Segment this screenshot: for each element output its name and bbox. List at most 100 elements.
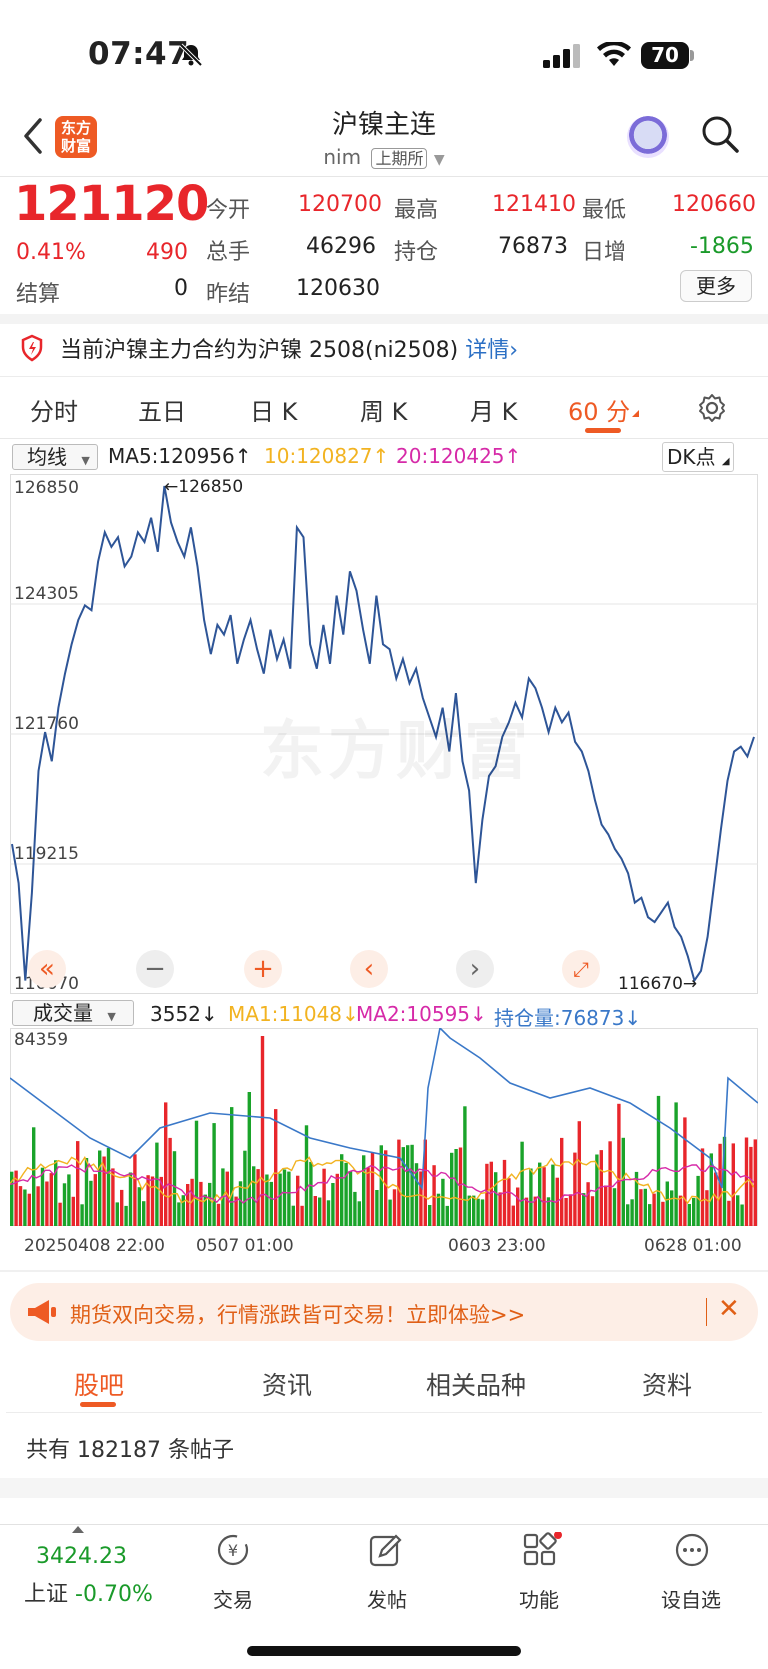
volume-bar: [340, 1154, 344, 1226]
megaphone-icon: [28, 1300, 56, 1324]
tab-intraday[interactable]: 分时: [30, 398, 78, 426]
volume-ma2-line: [10, 1162, 755, 1204]
indicator-select[interactable]: 均线 ▼: [12, 444, 98, 470]
volume-bar: [76, 1141, 80, 1226]
volume-bar: [670, 1190, 674, 1226]
low-label: 最低: [582, 198, 627, 223]
volume-bar: [406, 1145, 410, 1226]
volume-chart[interactable]: [10, 1028, 758, 1226]
volume-bar: [335, 1173, 339, 1226]
nav-add-watchlist[interactable]: 设自选: [661, 1588, 721, 1612]
nav-trade[interactable]: 交易: [213, 1588, 253, 1612]
volume-bar: [608, 1141, 612, 1226]
tab-news[interactable]: 资讯: [262, 1371, 313, 1400]
tab-60-min[interactable]: 60 分: [568, 398, 631, 426]
tab-monthly-k[interactable]: 月 K: [470, 398, 518, 426]
scroll-start-button[interactable]: «: [28, 950, 66, 988]
volume-bar: [700, 1148, 705, 1226]
assistant-robot-icon[interactable]: [627, 116, 669, 158]
nav-post[interactable]: 发帖: [367, 1588, 407, 1612]
dk-point-button[interactable]: DK点 ◢: [662, 442, 734, 472]
scroll-left-button[interactable]: ‹: [350, 950, 388, 988]
volume-bar: [318, 1197, 322, 1226]
volume-bar: [709, 1153, 713, 1226]
volume-bar: [124, 1205, 128, 1226]
volume-bar: [498, 1192, 502, 1226]
zoom-out-button[interactable]: −: [136, 950, 174, 988]
change-amount: 490: [146, 240, 188, 265]
volume-bar: [485, 1163, 489, 1226]
trade-yen-icon[interactable]: ¥: [214, 1532, 252, 1568]
volume-bar: [282, 1169, 287, 1226]
volume-value: 3552↓: [150, 1002, 218, 1026]
volume-bar: [370, 1152, 375, 1226]
volume-bar: [80, 1204, 84, 1226]
volume-bar: [102, 1156, 106, 1226]
tab-forum[interactable]: 股吧: [74, 1371, 125, 1400]
fullscreen-icon[interactable]: ⤢: [562, 950, 600, 988]
price-chart[interactable]: [10, 474, 758, 994]
bell-mute-icon: [179, 43, 203, 67]
volume-bar: [304, 1125, 309, 1226]
promo-text[interactable]: 期货双向交易，行情涨跌皆可交易！立即体验>>: [70, 1303, 526, 1327]
index-value[interactable]: 3424.23: [36, 1544, 127, 1569]
section-separator: [0, 314, 768, 324]
volume-ma1-line: [10, 1155, 755, 1205]
promo-banner[interactable]: [10, 1283, 758, 1341]
volume-bar: [150, 1176, 155, 1226]
volume-bar: [736, 1195, 740, 1226]
prev-settle-label: 昨结: [206, 282, 251, 307]
notice-detail-link[interactable]: 详情›: [465, 338, 519, 363]
nav-functions[interactable]: 功能: [519, 1588, 559, 1612]
volume-bar: [617, 1103, 621, 1226]
volume-bar: [67, 1174, 71, 1226]
settings-gear-icon[interactable]: [697, 393, 727, 423]
tab-related[interactable]: 相关品种: [426, 1371, 527, 1400]
volume-bar: [467, 1195, 471, 1226]
volume-bar: [71, 1196, 75, 1226]
symbol-subtitle[interactable]: nim 上期所 ▼: [0, 145, 768, 169]
post-edit-icon[interactable]: [368, 1532, 404, 1568]
tab-weekly-k[interactable]: 周 K: [360, 398, 408, 426]
ma20-value: 20:120425↑: [396, 444, 522, 468]
expand-caret-icon[interactable]: [72, 1526, 84, 1533]
volume-bar: [445, 1205, 449, 1226]
volume-bar: [357, 1201, 361, 1226]
svg-text:¥: ¥: [228, 1541, 238, 1560]
search-icon[interactable]: [700, 114, 740, 154]
volume-bar: [577, 1121, 581, 1226]
volume-bar: [260, 1036, 265, 1226]
back-arrow-icon[interactable]: [22, 116, 46, 156]
home-indicator: [247, 1646, 521, 1656]
more-dots-icon[interactable]: [674, 1532, 710, 1568]
volume-bar: [388, 1199, 392, 1226]
more-button[interactable]: 更多: [680, 270, 752, 302]
volume-bar: [648, 1204, 652, 1226]
notice-divider: [0, 376, 768, 377]
volume-bar: [652, 1193, 656, 1226]
symbol-code: nim: [323, 145, 362, 169]
volume-bar: [564, 1198, 568, 1226]
zoom-in-button[interactable]: +: [244, 950, 282, 988]
volume-bar: [27, 1193, 31, 1226]
open-interest-value: 76873: [498, 234, 568, 259]
volume-bar: [344, 1162, 348, 1226]
volume-bar: [159, 1176, 163, 1226]
close-icon[interactable]: ✕: [718, 1294, 740, 1324]
notice-text: 当前沪镍主力合约为沪镍 2508(ni2508): [60, 338, 459, 363]
dropdown-caret-icon: ▼: [433, 152, 445, 168]
functions-grid-icon[interactable]: [522, 1532, 562, 1568]
volume-indicator-select[interactable]: 成交量 ▼: [12, 1000, 134, 1026]
index-ticker[interactable]: 上证 -0.70%: [24, 1576, 153, 1608]
volume-bar: [604, 1185, 608, 1226]
volume-bar: [573, 1152, 577, 1226]
tab-profile[interactable]: 资料: [642, 1371, 693, 1400]
volume-bar: [678, 1195, 683, 1226]
change-percent: 0.41%: [16, 240, 86, 265]
volume-bar: [428, 1205, 432, 1226]
scroll-right-button[interactable]: ›: [456, 950, 494, 988]
volume-bar: [366, 1167, 370, 1226]
tab-five-day[interactable]: 五日: [138, 398, 186, 426]
ma5-value: MA5:120956↑: [108, 444, 252, 468]
tab-daily-k[interactable]: 日 K: [250, 398, 298, 426]
